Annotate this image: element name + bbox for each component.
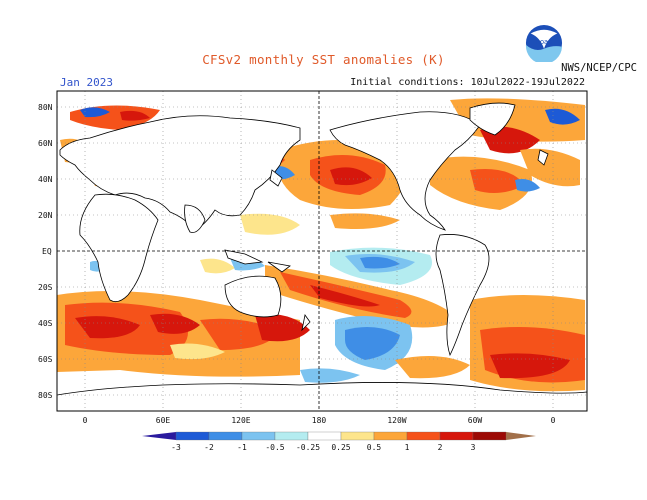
- lat-label: 60S: [38, 355, 53, 364]
- colorbar-arrow-high: [506, 432, 536, 440]
- lon-label: 0: [83, 416, 88, 425]
- colorbar-swatch: [340, 431, 375, 441]
- new-zealand-landmass: [301, 314, 311, 332]
- colorbar-tick-label: -2: [204, 443, 214, 452]
- colorbar-swatch: [373, 431, 408, 441]
- colorbar-swatch: [406, 431, 441, 441]
- lat-label: 20N: [38, 211, 53, 220]
- colorbar-arrow-low: [142, 432, 176, 440]
- colorbar-swatch: [307, 431, 342, 441]
- lat-label: 40N: [38, 175, 53, 184]
- continents: [57, 102, 587, 411]
- latitude-axis: 80N 60N 40N 20N EQ 20S 40S 60S 80S: [38, 103, 53, 400]
- maritime-continent: [224, 249, 264, 265]
- lat-label: 80S: [38, 391, 53, 400]
- initial-conditions: Initial conditions: 10Jul2022-19Jul2022: [350, 77, 585, 88]
- colorbar-tick-label: 2: [438, 443, 443, 452]
- colorbar: -3 -2 -1 -0.5 -0.25 0.25 0.5 1 2 3: [142, 431, 536, 452]
- colorbar-swatch: [241, 431, 276, 441]
- colorbar-tick-label: 3: [471, 443, 476, 452]
- africa-landmass: [79, 193, 159, 303]
- colorbar-tick-label: 1: [405, 443, 410, 452]
- chart-title: CFSv2 monthly SST anomalies (K): [202, 52, 445, 67]
- lat-label: EQ: [42, 247, 52, 256]
- greenland-landmass: [469, 102, 516, 136]
- antarctica-landmass: [57, 382, 587, 411]
- longitude-axis: 0 60E 120E 180 120W 60W 0: [83, 416, 556, 425]
- lat-label: 60N: [38, 139, 53, 148]
- colorbar-tick-label: -0.5: [265, 443, 284, 452]
- india-landmass: [184, 204, 206, 233]
- colorbar-swatch: [175, 431, 210, 441]
- lat-label: 40S: [38, 319, 53, 328]
- eurasia-landmass: [59, 115, 301, 231]
- lat-label: 20S: [38, 283, 53, 292]
- north-america-landmass: [329, 111, 481, 231]
- japan-landmass: [269, 169, 283, 187]
- colorbar-swatch: [439, 431, 474, 441]
- map-border: [56, 90, 588, 412]
- colorbar-tick-label: 0.25: [331, 443, 350, 452]
- colorbar-swatch: [274, 431, 309, 441]
- south-america-landmass: [435, 234, 490, 357]
- australia-landmass: [224, 275, 282, 318]
- colorbar-tick-label: -0.25: [296, 443, 320, 452]
- colorbar-tick-label: 0.5: [367, 443, 382, 452]
- lon-label: 0: [551, 416, 556, 425]
- lat-label: 80N: [38, 103, 53, 112]
- lon-label: 60E: [156, 416, 171, 425]
- logo-text: noaa: [536, 38, 552, 46]
- colorbar-swatch: [208, 431, 243, 441]
- colorbar-tick-label: -3: [171, 443, 181, 452]
- noaa-logo-icon: noaa: [525, 24, 563, 62]
- agency-label: NWS/NCEP/CPC: [561, 62, 637, 74]
- lon-label: 60W: [468, 416, 483, 425]
- lon-label: 180: [312, 416, 327, 425]
- colorbar-tick-label: -1: [237, 443, 247, 452]
- forecast-month: Jan 2023: [60, 76, 113, 89]
- lon-label: 120W: [387, 416, 406, 425]
- colorbar-swatch: [472, 431, 507, 441]
- lon-label: 120E: [231, 416, 250, 425]
